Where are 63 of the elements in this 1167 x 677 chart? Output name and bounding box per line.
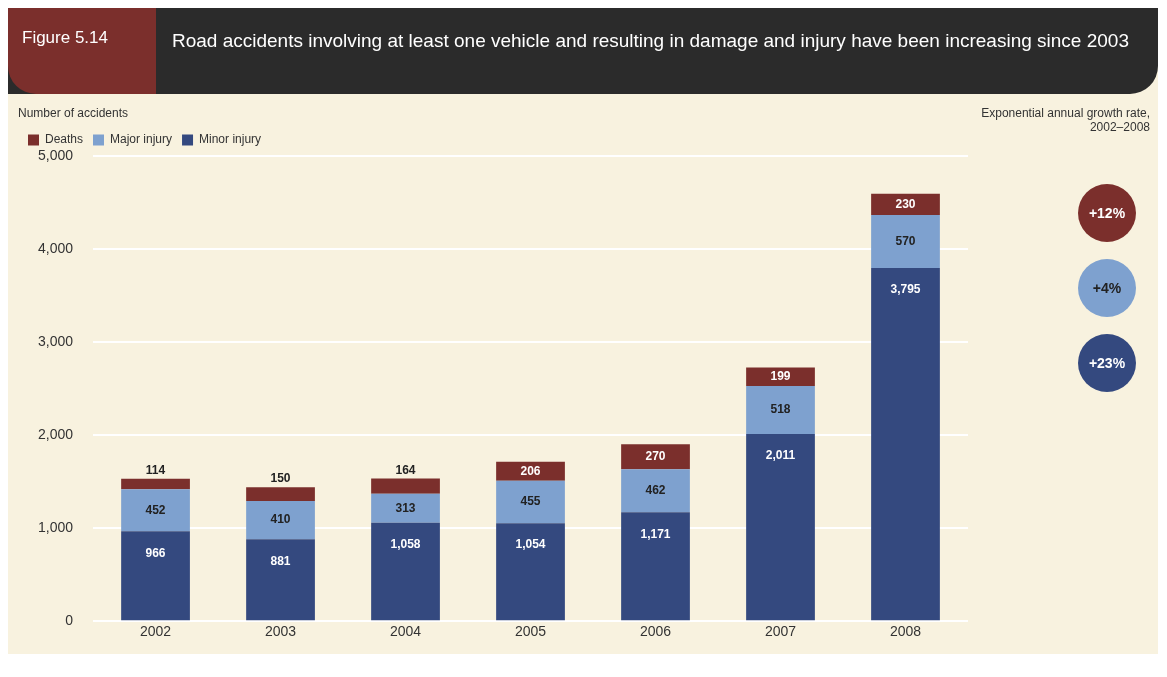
x-tick-label: 2003	[264, 623, 297, 640]
data-label: 462	[645, 483, 666, 498]
data-label: 455	[520, 494, 541, 509]
data-label: 1,054	[515, 537, 546, 552]
y-tick-label: 0	[65, 612, 74, 629]
bar	[621, 469, 690, 513]
bar	[371, 493, 440, 523]
x-tick-label: 2002	[139, 623, 172, 640]
bar	[121, 531, 190, 621]
bar	[246, 501, 315, 540]
text: Exponential annual growth rate, 2002–2008	[980, 106, 1150, 134]
data-label: 150	[270, 471, 291, 486]
y-tick-label: 5,000	[37, 146, 74, 163]
data-label: 966	[145, 545, 166, 560]
data-label: 164	[395, 462, 416, 477]
data-label: 570	[895, 233, 916, 248]
data-label: 206	[520, 463, 541, 478]
legend-label: Major injury	[110, 132, 173, 147]
data-label: 2,011	[765, 448, 796, 463]
data-label: 1,058	[390, 537, 421, 552]
data-label: 518	[770, 402, 791, 417]
data-label: 410	[270, 512, 291, 527]
y-axis-title: Number of accidents	[18, 106, 129, 120]
data-label: 881	[270, 553, 291, 568]
y-tick-label: 2,000	[37, 425, 74, 442]
bar	[746, 385, 815, 435]
data-label: 1,171	[640, 526, 671, 541]
data-label: 313	[395, 500, 416, 515]
legend-label: Minor injury	[199, 132, 262, 147]
bar	[496, 480, 565, 524]
bar	[246, 539, 315, 621]
bar	[746, 434, 815, 621]
bar	[121, 478, 190, 490]
bar	[621, 444, 690, 470]
x-tick-label: 2006	[639, 623, 672, 640]
data-label: 452	[145, 502, 166, 517]
data-label: 114	[145, 462, 166, 477]
data-label: 230	[895, 196, 916, 211]
badge: +23%	[1078, 334, 1136, 392]
bar	[871, 215, 940, 269]
badge: +12%	[1078, 184, 1136, 242]
x-tick-label: 2008	[889, 623, 922, 640]
x-tick-label: 2005	[514, 623, 547, 640]
bar	[121, 489, 190, 532]
legend-label: Deaths	[45, 132, 84, 147]
x-tick-label: 2007	[764, 623, 797, 640]
bar	[246, 487, 315, 502]
y-tick-label: 4,000	[37, 239, 74, 256]
bar	[371, 522, 440, 621]
bar	[621, 512, 690, 621]
bar	[871, 268, 940, 621]
y-tick-label: 3,000	[37, 332, 74, 349]
bar	[746, 367, 815, 386]
caption: Figure 5.14	[8, 8, 156, 94]
bar	[496, 523, 565, 621]
badge: +4%	[1078, 259, 1136, 317]
data-label: 199	[770, 368, 791, 383]
bar	[371, 478, 440, 494]
y-tick-label: 1,000	[37, 519, 74, 536]
data-label: 3,795	[890, 282, 921, 297]
chart-title: Road accidents involving at least one vehicle and resulting in damage and injury have been increasing since 2003	[171, 29, 1130, 53]
data-label: 270	[645, 449, 666, 464]
x-tick-label: 2004	[389, 623, 422, 640]
